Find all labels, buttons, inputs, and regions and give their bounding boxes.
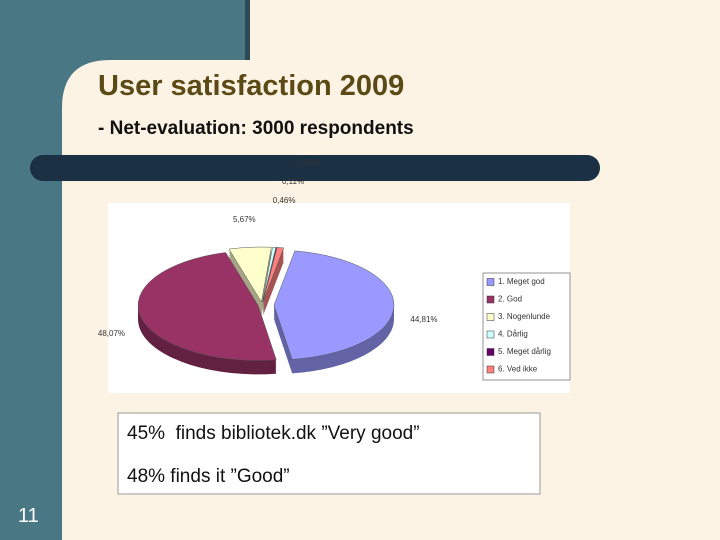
pie-side bbox=[262, 251, 284, 307]
legend-label: 1. Meget god bbox=[498, 277, 545, 286]
pie-side bbox=[262, 253, 284, 309]
pie-side bbox=[262, 255, 284, 311]
data-label: 0,89% bbox=[296, 158, 319, 167]
pie-slice bbox=[273, 250, 395, 360]
legend-box bbox=[482, 272, 571, 381]
pie-side bbox=[262, 249, 284, 305]
legend-swatch bbox=[486, 295, 495, 304]
legend-label: 2. God bbox=[498, 295, 522, 304]
data-label: 44,81% bbox=[410, 315, 437, 324]
legend-label: 3. Nogenlunde bbox=[498, 312, 551, 321]
pie-slice bbox=[262, 247, 285, 303]
pie-side bbox=[262, 257, 284, 313]
legend-swatch bbox=[486, 365, 495, 374]
pie-slice bbox=[137, 252, 277, 361]
pie-side bbox=[262, 261, 284, 317]
note: 45% finds bibliotek.dk ”Very good” bbox=[127, 423, 420, 444]
legend-label: 4. Dårlig bbox=[498, 330, 528, 339]
slide-subtitle: - Net-evaluation: 3000 respondents bbox=[98, 118, 414, 139]
legend-label: 5. Meget dårlig bbox=[498, 347, 551, 356]
corner bbox=[0, 0, 250, 108]
note: 48% finds it ”Good” bbox=[127, 466, 290, 487]
legend-swatch bbox=[486, 313, 495, 321]
divider-bar bbox=[30, 155, 600, 181]
pie-side bbox=[262, 259, 284, 315]
slide-title: User satisfaction 2009 bbox=[98, 70, 405, 102]
data-label: 5,67% bbox=[233, 215, 256, 224]
side-bar bbox=[0, 0, 62, 540]
data-label: 0,46% bbox=[273, 196, 296, 205]
data-label: 0,11% bbox=[282, 177, 304, 186]
corner-edge bbox=[245, 0, 250, 60]
legend-swatch bbox=[486, 348, 495, 356]
pie-slice bbox=[228, 246, 272, 303]
note-box bbox=[117, 412, 541, 495]
legend-swatch bbox=[486, 330, 495, 339]
legend-swatch bbox=[486, 278, 495, 286]
page-number: 11 bbox=[18, 505, 39, 527]
data-label: 48,07% bbox=[98, 329, 125, 338]
legend-label: 6. Ved ikke bbox=[498, 365, 538, 374]
